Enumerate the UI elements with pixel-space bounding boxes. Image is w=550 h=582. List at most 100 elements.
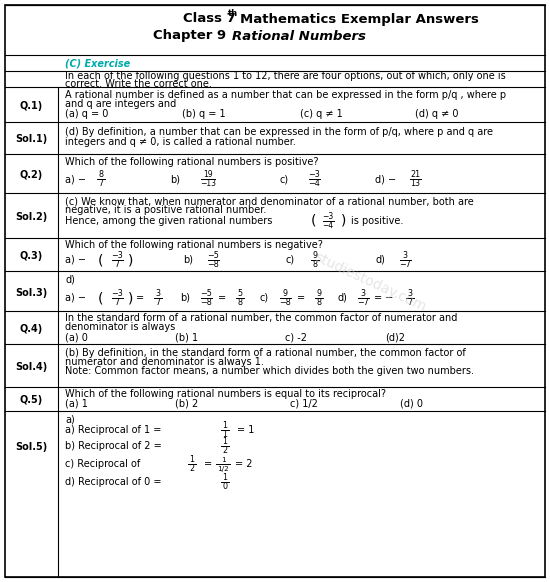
Text: Sol.3): Sol.3) [15, 288, 47, 298]
Text: = −: = − [374, 293, 393, 303]
Text: and q are integers and: and q are integers and [65, 99, 176, 109]
Text: 8: 8 [98, 170, 103, 179]
Text: Q.3): Q.3) [19, 251, 43, 261]
Text: Hence, among the given rational numbers: Hence, among the given rational numbers [65, 216, 272, 226]
Text: Q.4): Q.4) [19, 324, 43, 334]
Text: (C) Exercise: (C) Exercise [65, 58, 130, 68]
Text: −4: −4 [308, 179, 320, 188]
Text: d): d) [65, 275, 75, 285]
Text: Sol.5): Sol.5) [15, 442, 47, 452]
Text: −5: −5 [200, 289, 212, 298]
Text: Q.1): Q.1) [19, 101, 43, 111]
Text: (: ( [311, 214, 316, 228]
Text: (c) q ≠ 1: (c) q ≠ 1 [300, 109, 343, 119]
Text: =: = [218, 293, 226, 303]
Text: 1: 1 [223, 437, 228, 446]
Text: 9: 9 [283, 289, 288, 298]
Text: (d) 0: (d) 0 [400, 399, 423, 409]
Text: −5: −5 [207, 251, 219, 260]
Text: 1: 1 [221, 456, 225, 463]
Text: ): ) [128, 253, 133, 267]
Text: 3: 3 [408, 289, 412, 298]
Text: studiestoday.com: studiestoday.com [312, 250, 428, 314]
Text: =: = [136, 293, 144, 303]
Text: correct. Write the correct one.: correct. Write the correct one. [65, 79, 212, 89]
Text: (: ( [98, 291, 103, 305]
Text: A rational number is defined as a number that can be expressed in the form p/q ,: A rational number is defined as a number… [65, 90, 506, 100]
Text: = 1: = 1 [237, 425, 254, 435]
Text: 1/2: 1/2 [217, 466, 229, 471]
Text: 3: 3 [156, 289, 161, 298]
Text: −4: −4 [322, 221, 334, 230]
Text: −3: −3 [322, 212, 334, 221]
Text: 19: 19 [203, 170, 213, 179]
Text: b) Reciprocal of 2 =: b) Reciprocal of 2 = [65, 441, 165, 451]
Text: ): ) [128, 291, 133, 305]
Text: ): ) [341, 214, 346, 228]
Text: c) Reciprocal of: c) Reciprocal of [65, 459, 144, 469]
Text: 9: 9 [316, 289, 322, 298]
Text: =: = [297, 293, 305, 303]
Text: 3: 3 [403, 251, 408, 260]
Text: 8: 8 [312, 260, 317, 269]
Text: Note: Common factor means, a number which divides both the given two numbers.: Note: Common factor means, a number whic… [65, 366, 474, 376]
Text: −13: −13 [200, 179, 216, 188]
Text: is positive.: is positive. [351, 216, 403, 226]
Text: −7: −7 [399, 260, 411, 269]
Text: (b) By definition, in the standard form of a rational number, the common factor : (b) By definition, in the standard form … [65, 348, 466, 358]
Text: denominator is always: denominator is always [65, 322, 175, 332]
Text: −7: −7 [357, 298, 369, 307]
Text: = 2: = 2 [235, 459, 252, 469]
Text: −3: −3 [308, 170, 320, 179]
Text: In the standard form of a rational number, the common factor of numerator and: In the standard form of a rational numbe… [65, 313, 458, 323]
Text: a) −: a) − [65, 293, 86, 303]
Text: d): d) [338, 293, 348, 303]
Text: (d) q ≠ 0: (d) q ≠ 0 [415, 109, 459, 119]
Text: d) −: d) − [375, 174, 396, 184]
Text: −8: −8 [200, 298, 212, 307]
Text: negative, it is a positive rational number.: negative, it is a positive rational numb… [65, 205, 266, 215]
Text: −8: −8 [279, 298, 291, 307]
Text: Rational Numbers: Rational Numbers [232, 30, 366, 42]
Text: (a) 0: (a) 0 [65, 332, 88, 342]
Text: 7: 7 [114, 260, 119, 269]
Text: b): b) [180, 293, 190, 303]
Text: 1: 1 [223, 430, 228, 439]
Text: 1: 1 [223, 421, 228, 430]
Text: Sol.2): Sol.2) [15, 212, 47, 222]
Text: Which of the following rational numbers is negative?: Which of the following rational numbers … [65, 240, 323, 250]
Text: 3: 3 [360, 289, 366, 298]
Text: Q.5): Q.5) [19, 395, 43, 405]
Text: th: th [228, 9, 238, 19]
Text: 7: 7 [156, 298, 161, 307]
Text: Q.2): Q.2) [19, 170, 43, 180]
Text: numerator and denominator is always 1.: numerator and denominator is always 1. [65, 357, 264, 367]
Text: 1: 1 [190, 455, 195, 464]
Text: 0: 0 [223, 482, 228, 491]
Text: a) Reciprocal of 1 =: a) Reciprocal of 1 = [65, 425, 164, 435]
Text: 7: 7 [114, 298, 119, 307]
Text: Chapter 9: Chapter 9 [153, 30, 231, 42]
Text: c): c) [280, 174, 289, 184]
Text: 8: 8 [238, 298, 243, 307]
Text: 21: 21 [410, 170, 420, 179]
Text: (d) By definition, a number that can be expressed in the form of p/q, where p an: (d) By definition, a number that can be … [65, 127, 493, 137]
Text: 7: 7 [98, 179, 103, 188]
Text: 7: 7 [408, 298, 412, 307]
Text: Sol.4): Sol.4) [15, 362, 47, 372]
Text: a): a) [65, 414, 75, 424]
Text: In each of the following questions 1 to 12, there are four options, out of which: In each of the following questions 1 to … [65, 71, 506, 81]
Text: Class 7: Class 7 [183, 12, 236, 26]
Text: 1: 1 [223, 473, 228, 482]
Text: 13: 13 [410, 179, 420, 188]
Text: a) −: a) − [65, 174, 86, 184]
Text: Mathematics Exemplar Answers: Mathematics Exemplar Answers [240, 12, 479, 26]
Text: −3: −3 [111, 289, 123, 298]
Text: =: = [204, 459, 212, 469]
Text: c) -2: c) -2 [285, 332, 307, 342]
Text: (: ( [98, 253, 103, 267]
Text: a) −: a) − [65, 255, 86, 265]
Text: 8: 8 [316, 298, 322, 307]
Text: −3: −3 [111, 251, 123, 260]
Text: c) 1/2: c) 1/2 [290, 399, 318, 409]
